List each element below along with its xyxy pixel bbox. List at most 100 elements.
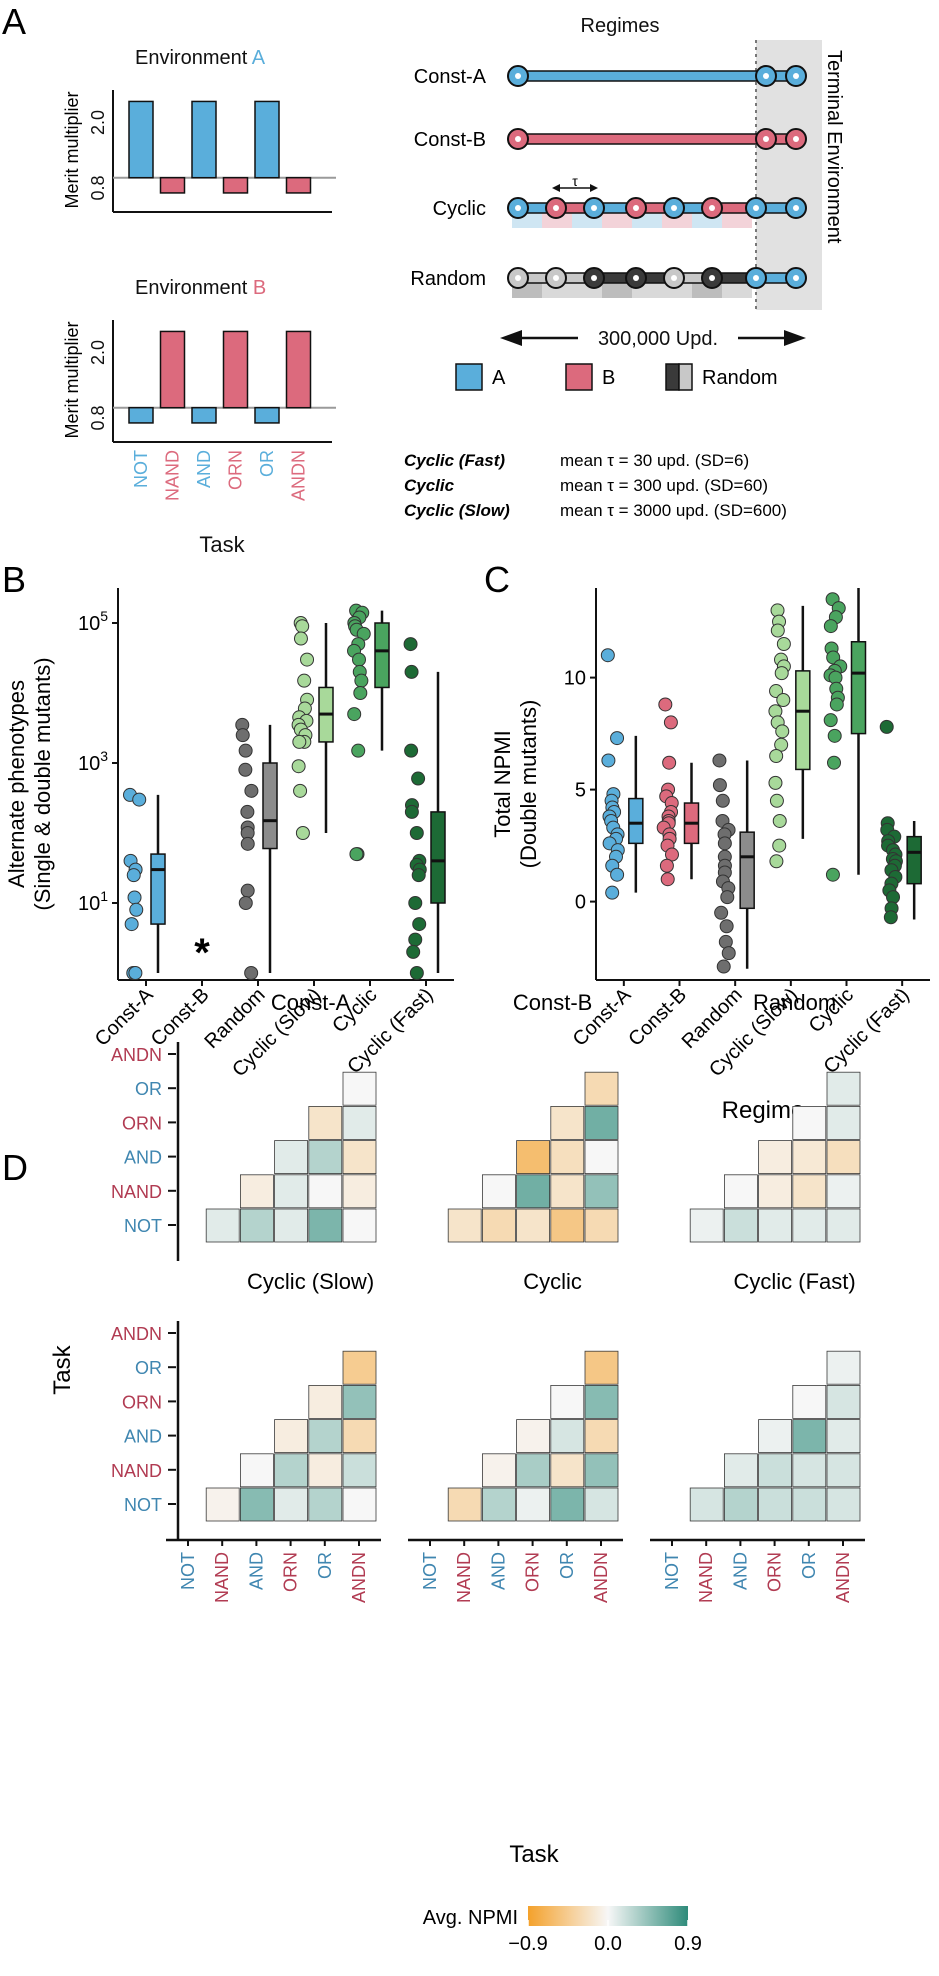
heatmap-cell-not-nand: [205, 1487, 240, 1522]
heatmap-cell-not-or: [550, 1487, 585, 1522]
env-a-bar-and: [191, 100, 217, 179]
env-b-title-letter: B: [253, 277, 266, 299]
panel-b-point-const-a: [128, 966, 143, 980]
env-a-bar-or: [254, 100, 280, 179]
env-a-title: Environment A: [135, 47, 266, 69]
const-a-end-node-center: [793, 73, 799, 79]
tau-label: τ: [572, 173, 578, 189]
panel-b-point-const-a: [124, 917, 139, 932]
heatmap-cell-nand-and: [239, 1453, 274, 1488]
panel-b-point-random: [244, 966, 259, 980]
legend-swatch-b: [565, 363, 593, 391]
panel-c-box-cyclic: [850, 641, 867, 735]
panel-c-point-const-a: [605, 885, 620, 900]
regime-label-cyclic: Cyclic: [433, 198, 486, 220]
heatmap-cell-or-andn: [826, 1071, 861, 1106]
heatmap-cell-orn-andn: [584, 1385, 619, 1419]
random-node-center: [553, 275, 559, 281]
heatmap-cell-not-nand: [447, 1487, 482, 1522]
cyclic-node-center: [671, 205, 677, 211]
heatmap-cell-and-andn: [342, 1419, 377, 1453]
heatmap-cell-and-or: [308, 1140, 343, 1174]
env-b-ylabel: Merit multiplier: [62, 321, 82, 438]
panel-b-point-cyclic: [351, 743, 366, 758]
regime-timelines: Const-A Const-B Cyclic Random τ: [410, 65, 807, 298]
heatmap-cell-nand-and: [239, 1174, 274, 1209]
heatmap-cyclic-fast: Cyclic (Fast) NOT NAND AND ORN OR ANDN: [650, 1269, 865, 1603]
heatmap-cell-orn-or: [792, 1385, 827, 1419]
heatmap-cell-orn-andn: [342, 1385, 377, 1419]
heatmap-cell-and-andn: [826, 1140, 861, 1174]
panel-letter-c: C: [484, 559, 510, 600]
panel-c-point-const-a: [610, 731, 625, 746]
arrow-left-head: [500, 330, 522, 346]
panel-c-point-const-a: [600, 648, 615, 663]
legend-random-swatch-light: [678, 363, 693, 391]
heatmap-cell-nand-or: [308, 1174, 343, 1209]
heatmap-cell-orn-or: [792, 1106, 827, 1140]
panel-b-point-cyclic-fast: [406, 944, 421, 959]
panel-b-point-cyclic-fast: [404, 743, 419, 758]
panel-c-point-cyclic: [829, 697, 844, 712]
heatmap-cell-not-orn: [516, 1487, 550, 1522]
cyclic-note-text-cyclic-fast: mean τ = 30 upd. (SD=6): [560, 451, 749, 470]
env-a-ytick-2: 2.0: [88, 110, 108, 135]
heatmap-row-label-orn: ORN: [122, 1392, 162, 1412]
tau-arrow-left: [552, 184, 560, 192]
random-ghost-segment: [512, 290, 542, 298]
env-task-label-and: AND: [194, 450, 214, 488]
heatmap-title-cyclic-slow: Cyclic (Slow): [247, 1269, 374, 1294]
heatmap-row-label-nand: NAND: [111, 1461, 162, 1481]
cyclic-node-center: [793, 205, 799, 211]
random-ghost-segment: [662, 290, 692, 298]
env-task-label-or: OR: [257, 450, 277, 477]
heatmap-const-a: Const-A: [205, 990, 377, 1243]
regime-label-const-b: Const-B: [414, 129, 486, 151]
heatmap-col-label-and: AND: [730, 1552, 750, 1590]
heatmap-col-label-nand: NAND: [696, 1552, 716, 1603]
panel-c-point-random: [712, 753, 727, 768]
random-node-center: [591, 275, 597, 281]
panel-b-point-cyclic-slow: [291, 759, 306, 774]
heatmap-cell-nand-andn: [826, 1453, 861, 1488]
random-ghost-segment: [512, 282, 542, 290]
duration-arrow: 300,000 Upd.: [500, 324, 806, 350]
env-task-label-not: NOT: [131, 450, 151, 488]
heatmap-title-cyclic: Cyclic: [523, 1269, 582, 1294]
env-a-title-letter: A: [252, 47, 266, 69]
random-ghost-segment: [572, 290, 602, 298]
cyclic-note-name-cyclic: Cyclic: [404, 476, 455, 495]
cyclic-ghost-segment: [512, 220, 542, 228]
panel-b-point-cyclic: [353, 686, 368, 700]
cyclic-ghost-segment: [692, 220, 722, 228]
panel-c-box-cyclic-slow: [795, 670, 811, 771]
env-b-title-text: Environment: [135, 277, 253, 299]
panel-c-point-cyclic-slow: [772, 813, 787, 828]
panel-b-point-cyclic-fast: [404, 804, 419, 819]
heatmap-cell-nand-andn: [826, 1174, 861, 1209]
panel-c-point-cyclic-fast: [883, 910, 898, 925]
panel-c-point-random: [714, 905, 729, 920]
random-node-center: [633, 275, 639, 281]
panel-b-ytick-exp: 5: [100, 608, 108, 624]
random-node-center: [671, 275, 677, 281]
heatmap-title-const-b: Const-B: [513, 990, 592, 1015]
heatmap-cell-nand-orn: [274, 1174, 309, 1209]
heatmap-cell-and-or: [550, 1140, 585, 1174]
heatmap-row-label-andn: ANDN: [111, 1045, 162, 1065]
panel-c-point-random: [721, 946, 736, 961]
panel-c-point-cyclic: [823, 619, 838, 634]
cyclic-ghost-segment: [542, 220, 572, 228]
heatmap-cell-not-andn: [342, 1208, 377, 1243]
env-a-bar-chart: 2.0 0.8 Merit multiplier: [62, 90, 336, 213]
panel-c-point-cyclic-slow: [768, 704, 783, 719]
panel-b-box-random: [262, 762, 278, 850]
cyclic-node-center: [515, 205, 521, 211]
heatmap-cell-nand-or: [792, 1174, 827, 1209]
panel-c-ylabel-line-1: Total NPMI: [490, 730, 515, 838]
panel-b-point-random: [244, 783, 259, 798]
panel-b-point-cyclic-fast: [403, 637, 418, 652]
heatmap-cell-not-and: [481, 1208, 516, 1243]
heatmap-title-const-a: Const-A: [271, 990, 351, 1015]
